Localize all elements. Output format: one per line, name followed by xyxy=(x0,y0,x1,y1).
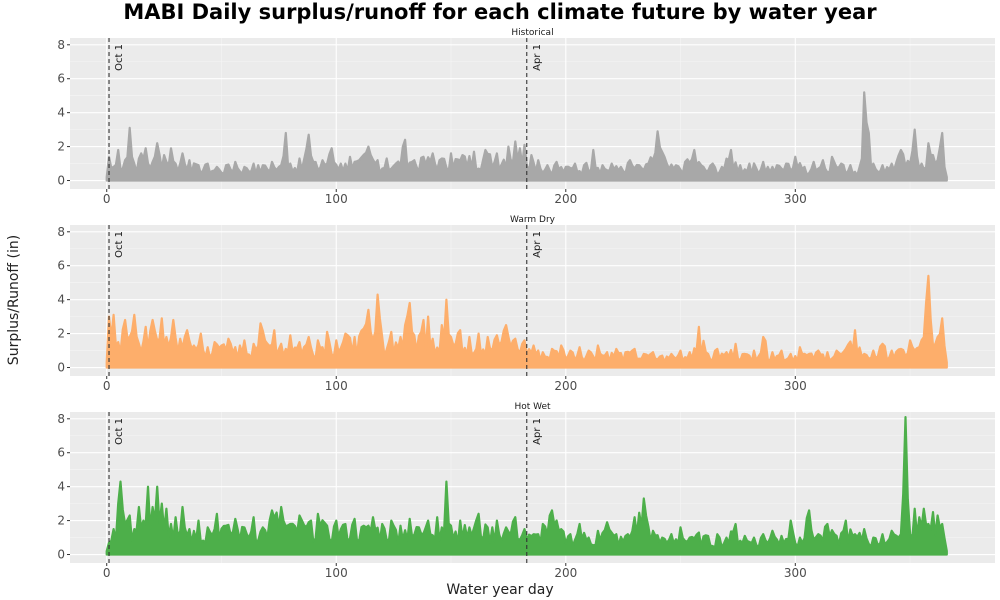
reference-line-label: Apr 1 xyxy=(532,418,543,445)
y-tick-label: 0 xyxy=(57,361,65,375)
y-tick-label: 8 xyxy=(57,412,65,426)
y-tick-label: 2 xyxy=(57,514,65,528)
facet-panel-2: Hot Wet 0 2 4 6 8 0 100 200 300 Oct 1 Apr 1 xyxy=(57,401,995,580)
series-area-hot-wet xyxy=(105,416,948,556)
facet-strip-bg xyxy=(70,214,995,225)
x-tick-label: 200 xyxy=(554,192,577,206)
x-tick-label: 200 xyxy=(554,379,577,393)
x-tick-label: 0 xyxy=(103,379,111,393)
x-tick-label: 300 xyxy=(784,566,807,580)
x-tick-label: 300 xyxy=(784,192,807,206)
x-tick-label: 0 xyxy=(103,192,111,206)
y-tick-label: 8 xyxy=(57,38,65,52)
y-tick-label: 6 xyxy=(57,72,65,86)
y-tick-label: 6 xyxy=(57,259,65,273)
x-tick-label: 0 xyxy=(103,566,111,580)
y-tick-label: 4 xyxy=(57,480,65,494)
reference-line-label: Apr 1 xyxy=(532,44,543,71)
y-tick-label: 4 xyxy=(57,106,65,120)
reference-line-label: Oct 1 xyxy=(114,231,125,258)
facet-strip-bg xyxy=(70,27,995,38)
y-tick-label: 2 xyxy=(57,327,65,341)
x-tick-label: 100 xyxy=(325,192,348,206)
series-area-warm-dry xyxy=(105,274,948,369)
x-tick-label: 300 xyxy=(784,379,807,393)
y-tick-label: 4 xyxy=(57,293,65,307)
x-tick-label: 200 xyxy=(554,566,577,580)
x-axis-label: Water year day xyxy=(446,582,554,598)
y-tick-label: 6 xyxy=(57,446,65,460)
facet-strip-label: Historical xyxy=(511,28,553,38)
facet-strip-label: Hot Wet xyxy=(514,402,551,412)
facet-strip-bg xyxy=(70,401,995,412)
reference-line-label: Oct 1 xyxy=(114,418,125,445)
reference-line-label: Oct 1 xyxy=(114,44,125,71)
y-tick-label: 0 xyxy=(57,548,65,562)
y-tick-label: 8 xyxy=(57,225,65,239)
chart-title: MABI Daily surplus/runoff for each clima… xyxy=(123,0,877,24)
x-tick-label: 100 xyxy=(325,379,348,393)
reference-line-label: Apr 1 xyxy=(532,231,543,258)
facet-panel-1: Warm Dry 0 2 4 6 8 0 100 200 300 Oct 1 Apr 1 xyxy=(57,214,995,393)
facet-panel-0: Historical 0 2 4 6 8 0 100 200 300 Oct 1 Apr 1 xyxy=(57,27,995,206)
y-tick-label: 2 xyxy=(57,140,65,154)
series-area-historical xyxy=(105,91,948,182)
y-tick-label: 0 xyxy=(57,174,65,188)
x-tick-label: 100 xyxy=(325,566,348,580)
facet-strip-label: Warm Dry xyxy=(510,215,556,225)
